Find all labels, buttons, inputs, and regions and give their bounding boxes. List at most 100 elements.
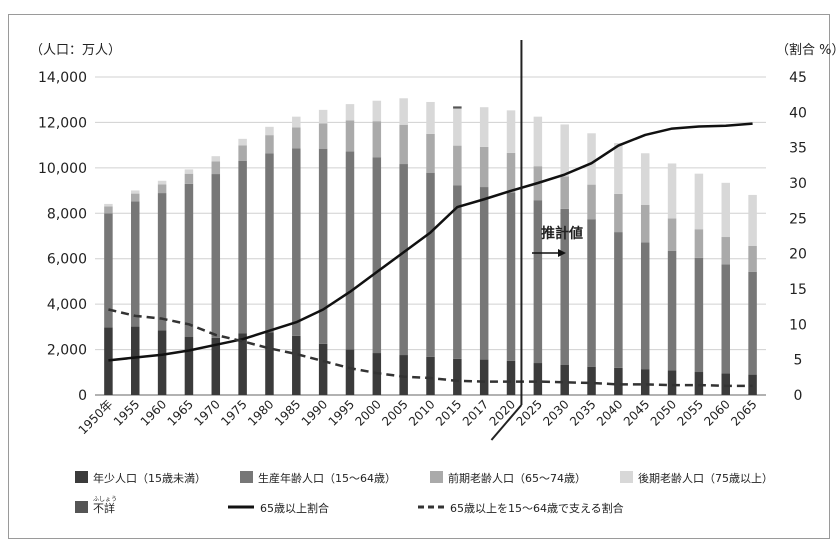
bar-segment [640, 369, 650, 395]
bar-segment [211, 161, 221, 175]
bar-segment [453, 145, 462, 186]
bar-segment [667, 218, 677, 251]
bar-segment [292, 116, 301, 128]
legend-label: 後期老齢人口（75歳以上） [638, 471, 773, 485]
legend: 年少人口（15歳未満） 生産年齢人口（15〜64歳） 前期老齢人口（65〜74歳） 後… [75, 471, 773, 515]
bar-segment [318, 109, 328, 124]
bar-segment [265, 126, 274, 136]
bar-segment [131, 326, 140, 395]
bar-segment [104, 213, 113, 328]
estimate-annotation: 推計値 [532, 225, 583, 257]
bar-segment [614, 193, 623, 233]
bar-segment [211, 337, 221, 395]
x-tick-label: 2045 [621, 397, 652, 428]
bar-segment [238, 145, 247, 161]
bar-segment [131, 190, 140, 194]
x-tick-label: 1980 [245, 397, 276, 428]
bar-segment [426, 133, 435, 173]
bar-segment [318, 343, 328, 395]
bar-segment [560, 176, 569, 209]
bar-segment [238, 160, 247, 334]
bar-segment [667, 163, 677, 219]
x-tick-label: 2065 [728, 397, 759, 428]
bar-segment [399, 124, 408, 165]
x-tick-label: 2017 [460, 397, 491, 428]
x-tick-label: 1990 [299, 397, 330, 428]
bar-segment [453, 106, 462, 109]
bar-segment [157, 193, 167, 331]
legend-swatch [75, 471, 88, 483]
bar-segment [157, 330, 167, 395]
bar-segment [533, 116, 543, 167]
bar-segment [292, 148, 301, 336]
bar-segment [506, 110, 516, 153]
legend-swatch [75, 501, 88, 513]
bar-segment [104, 327, 113, 395]
bar-segment [399, 355, 408, 395]
bar-segment [667, 370, 677, 395]
bar-segment [748, 271, 757, 375]
bar-segment [479, 187, 489, 360]
bar-segment [453, 185, 462, 359]
bar-segment [453, 358, 462, 395]
y-tick-label: 2,000 [47, 343, 87, 359]
bar-segment [640, 242, 650, 370]
y2-tick-label: 20 [789, 247, 807, 263]
bar-segment [640, 153, 650, 205]
bar-segment [453, 108, 462, 146]
bar-segment [614, 367, 623, 395]
bar-segment [157, 180, 167, 185]
bar-segment [560, 124, 569, 177]
bar-segment [587, 184, 596, 220]
legend-label: 65歳以上を15〜64歳で支える割合 [450, 501, 624, 515]
bar-segment [587, 133, 596, 185]
bar-segment [372, 121, 382, 158]
x-tick-label: 2000 [352, 397, 383, 428]
y2-tick-label: 10 [789, 317, 807, 333]
bar-segment [748, 245, 757, 272]
bar-segment [614, 143, 623, 194]
bar-segment [560, 208, 569, 365]
bar-segment [721, 237, 730, 265]
x-tick-label: 2040 [594, 397, 625, 428]
bar-segment [184, 169, 194, 174]
bar-segment [157, 184, 167, 194]
bar-segment [721, 264, 730, 374]
bar-segment [292, 335, 301, 395]
y-tick-label: 12,000 [38, 115, 87, 131]
x-tick-label: 1985 [272, 397, 303, 428]
x-tick-label: 1955 [111, 397, 142, 428]
x-tick-label: 2025 [513, 397, 544, 428]
y-tick-label: 6,000 [47, 252, 87, 268]
bar-segment [694, 372, 704, 395]
y2-tick-label: 40 [789, 105, 807, 121]
x-axis-ticks: 1950年19551960196519701975198019851990199… [76, 397, 760, 437]
gridlines [95, 76, 766, 396]
bar-segment [426, 101, 435, 134]
legend-label: 生産年齢人口（15〜64歳） [258, 471, 396, 485]
bar-segment [694, 257, 704, 373]
bar-segment [345, 151, 355, 350]
x-tick-label: 1965 [165, 397, 196, 428]
legend-label: 不詳 [93, 501, 115, 515]
bar-segment [184, 183, 194, 338]
bar-segment [265, 332, 274, 395]
bar-segment [479, 359, 489, 395]
y2-tick-label: 25 [789, 211, 807, 227]
bar-segment [560, 364, 569, 395]
bar-segment [131, 201, 140, 327]
bar-segment [399, 98, 408, 125]
bar-segment [372, 157, 382, 354]
legend-swatch [430, 471, 443, 483]
bar-segment [533, 200, 543, 364]
estimate-divider [490, 40, 523, 441]
bar-segment [265, 135, 274, 154]
left-axis-ticks: 0 2,000 4,000 6,000 8,000 10,000 12,000 14,000 [38, 70, 87, 404]
bar-segment [184, 337, 194, 395]
bar-segment [426, 356, 435, 395]
bar-segment [533, 363, 543, 395]
x-tick-label: 2035 [567, 397, 598, 428]
estimate-divider-slant [490, 404, 523, 441]
bar-segment [265, 153, 274, 333]
